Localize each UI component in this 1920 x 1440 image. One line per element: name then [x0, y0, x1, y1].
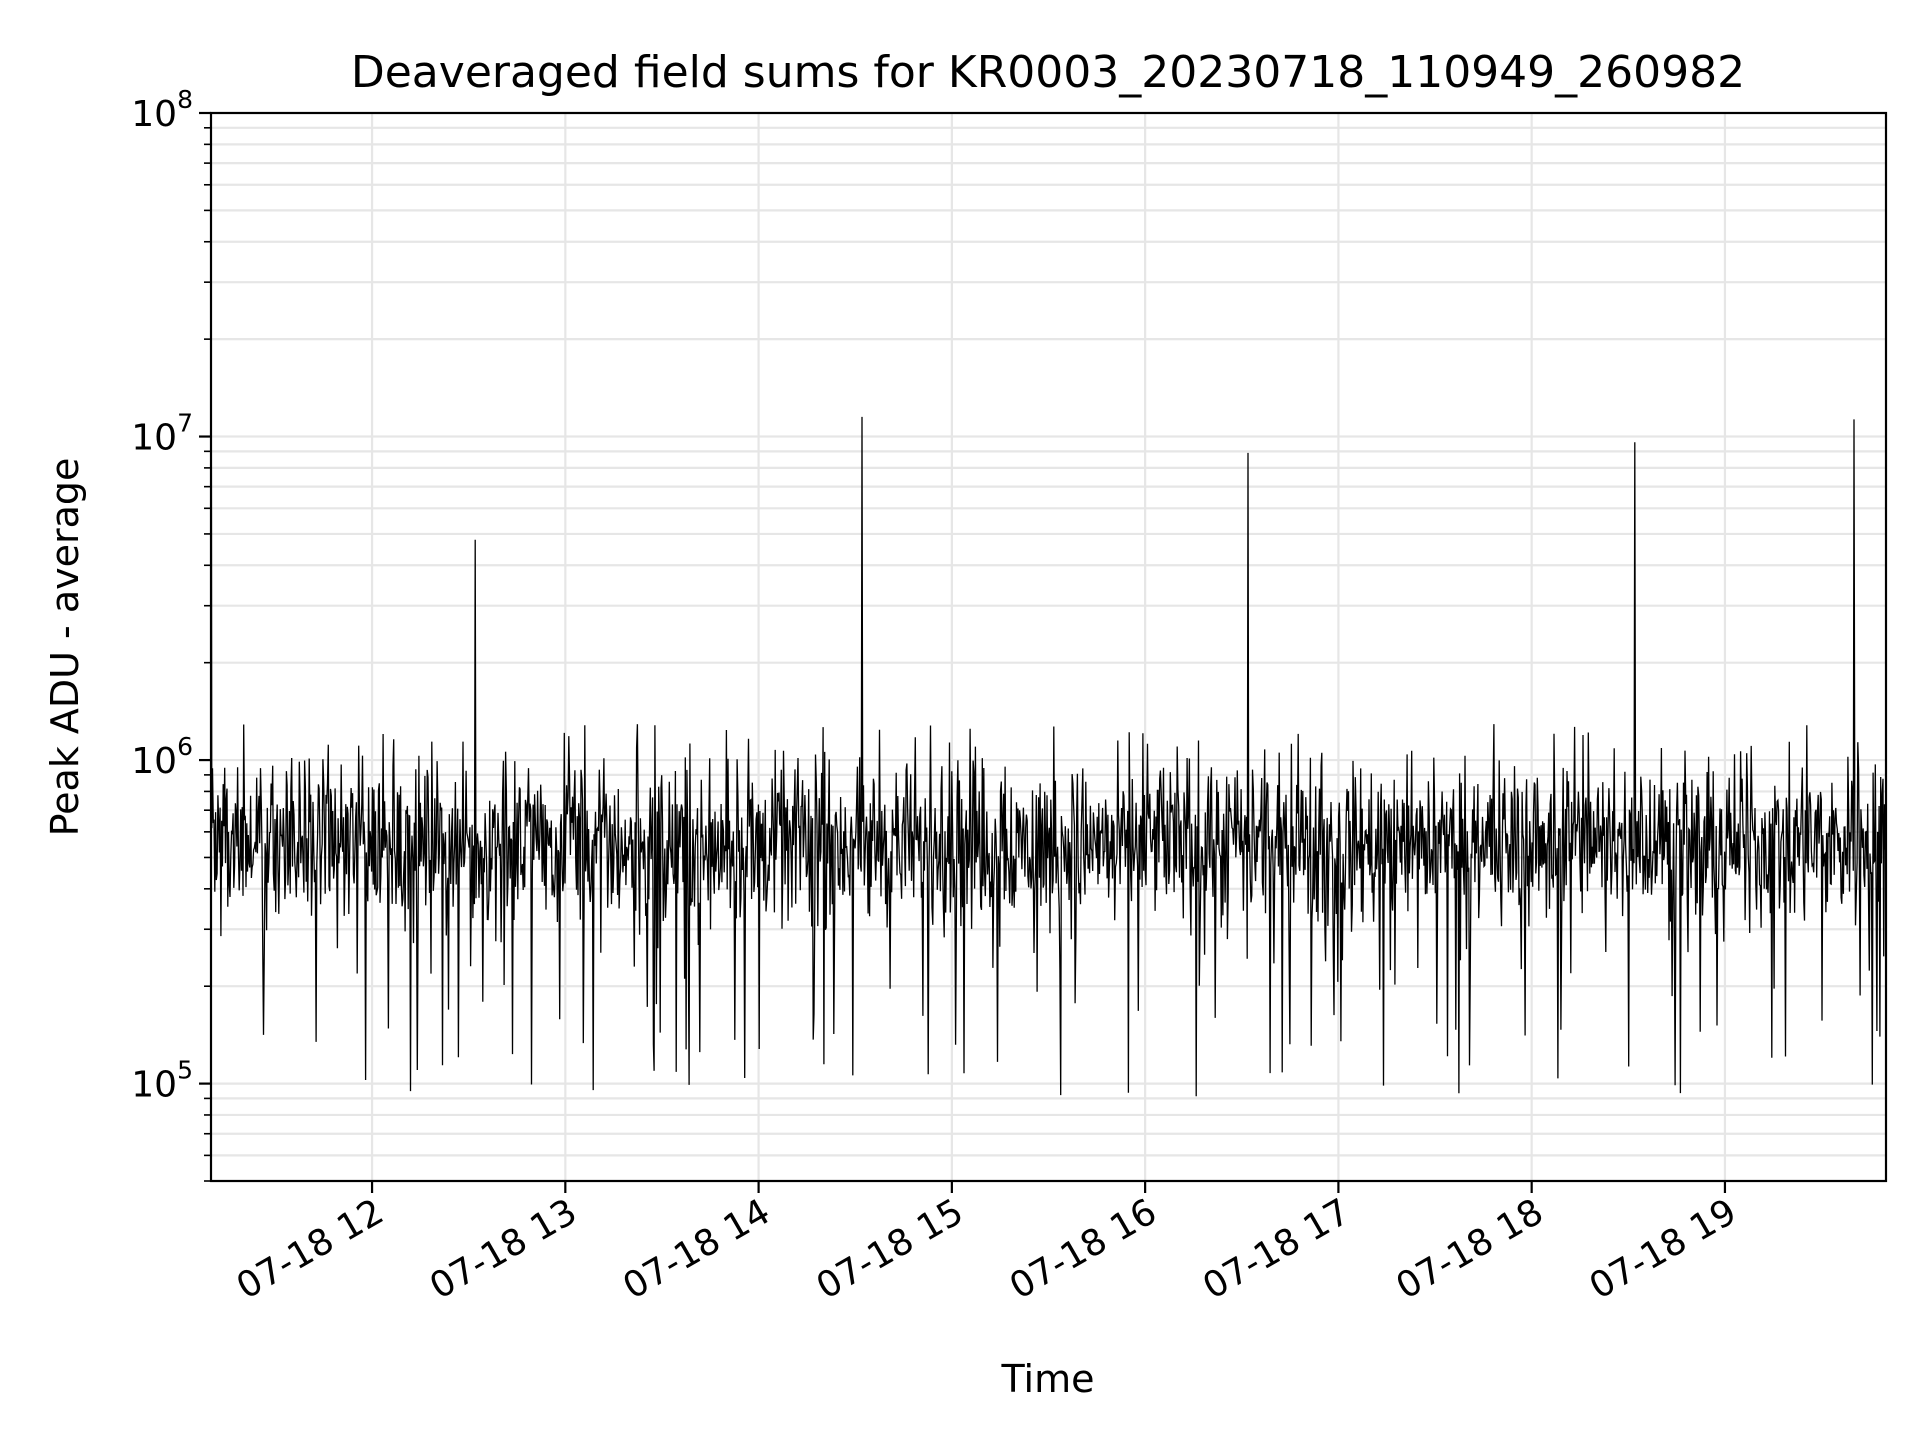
series-line	[210, 159, 1887, 1097]
chart-title: Deaveraged field sums for KR0003_2023071…	[351, 47, 1745, 98]
y-tick-label: 107	[131, 409, 193, 459]
plot-frame	[209, 111, 1888, 1183]
y-axis: 105 106 107 108	[131, 85, 211, 1182]
x-axis-label: Time	[1001, 1357, 1095, 1401]
y-tick-label: 105	[131, 1056, 193, 1106]
y-axis-label: Peak ADU - average	[43, 458, 87, 837]
y-tick-label: 106	[131, 732, 193, 782]
series-path	[210, 159, 1887, 1097]
y-tick-label: 108	[131, 85, 193, 135]
